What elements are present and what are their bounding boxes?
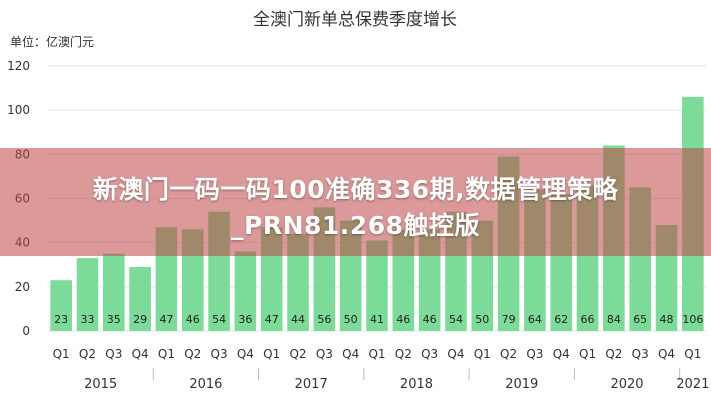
y-tick-label: 100: [7, 103, 30, 117]
bar: [234, 251, 257, 331]
bar-value-label: 35: [107, 313, 121, 326]
year-label: 2016: [189, 377, 222, 392]
bar: [50, 280, 72, 331]
quarter-label: Q2: [79, 347, 96, 361]
bar-value-label: 54: [212, 313, 226, 326]
bar-value-label: 47: [159, 313, 173, 326]
quarter-label: Q1: [263, 347, 280, 361]
quarter-label: Q1: [158, 347, 175, 361]
bar: [103, 253, 125, 331]
bar-value-label: 48: [660, 313, 674, 326]
bar-value-label: 66: [581, 313, 595, 326]
quarter-label: Q4: [658, 347, 675, 361]
year-label: 2017: [295, 377, 328, 392]
bar: [129, 266, 151, 331]
bar-value-label: 65: [633, 313, 647, 326]
quarter-label: Q2: [605, 347, 622, 361]
bar-value-label: 29: [133, 313, 147, 326]
year-label: 2020: [610, 377, 643, 392]
y-tick-label: 0: [22, 324, 30, 338]
banner-text-line-2: _PRN81.268触控版: [231, 211, 480, 240]
chart-title: 全澳门新单总保费季度增长: [253, 10, 457, 30]
quarter-label: Q3: [211, 347, 228, 361]
bar-value-label: 23: [54, 313, 68, 326]
bar-value-label: 41: [370, 313, 384, 326]
bar: [287, 233, 309, 331]
quarter-label: Q3: [632, 347, 649, 361]
bar-value-label: 106: [682, 313, 703, 326]
bar-value-label: 46: [396, 313, 410, 326]
quarter-label: Q4: [132, 347, 149, 361]
quarter-label: Q4: [342, 347, 359, 361]
quarter-label: Q1: [53, 347, 70, 361]
y-tick-label: 120: [7, 59, 30, 73]
y-tick-label: 20: [15, 280, 30, 294]
bar-value-label: 54: [449, 313, 463, 326]
bar-value-label: 36: [238, 313, 252, 326]
year-label: 2021: [676, 377, 709, 392]
y-axis-unit-label: 单位：亿澳门元: [10, 34, 94, 49]
quarter-label: Q2: [289, 347, 306, 361]
bar-value-label: 50: [344, 313, 358, 326]
quarter-label: Q1: [368, 347, 385, 361]
quarter-label: Q3: [421, 347, 438, 361]
bar: [366, 240, 388, 331]
bar-value-label: 84: [607, 313, 621, 326]
bar-value-label: 47: [265, 313, 279, 326]
bar-value-label: 44: [291, 313, 305, 326]
bar-value-label: 46: [186, 313, 200, 326]
year-label: 2015: [84, 377, 117, 392]
quarter-label: Q1: [684, 347, 701, 361]
x-axis-quarter-labels: Q1 Q2 Q3 Q4 Q1 Q2 Q3 Q4 Q1 Q2 Q3 Q4 Q1 Q2 Q3 Q4 Q1 Q2 Q3 Q4…: [53, 347, 702, 361]
quarter-label: Q4: [447, 347, 464, 361]
bar-value-label: 79: [502, 313, 516, 326]
quarter-label: Q3: [105, 347, 122, 361]
quarter-label: Q3: [316, 347, 333, 361]
banner-text-line-1: 新澳门一码一码100准确336期,数据管理策略: [92, 175, 619, 204]
quarter-label: Q3: [526, 347, 543, 361]
quarter-label: Q2: [500, 347, 517, 361]
bar-value-label: 46: [423, 313, 437, 326]
bar-value-label: 33: [80, 313, 94, 326]
quarter-label: Q2: [184, 347, 201, 361]
bar-value-label: 64: [528, 313, 542, 326]
quarter-label: Q4: [237, 347, 254, 361]
bar-value-label: 62: [554, 313, 568, 326]
overlay-banner: [0, 148, 711, 256]
bar-value-label: 56: [317, 313, 331, 326]
x-axis-year-labels: 2015 2016 2017 2018 2019 2020 2021: [84, 368, 709, 392]
year-label: 2018: [400, 377, 433, 392]
quarter-label: Q2: [395, 347, 412, 361]
quarter-label: Q1: [474, 347, 491, 361]
quarter-label: Q1: [579, 347, 596, 361]
bar-value-label: 50: [475, 313, 489, 326]
quarter-label: Q4: [553, 347, 570, 361]
year-label: 2019: [505, 377, 538, 392]
bar: [76, 258, 99, 331]
